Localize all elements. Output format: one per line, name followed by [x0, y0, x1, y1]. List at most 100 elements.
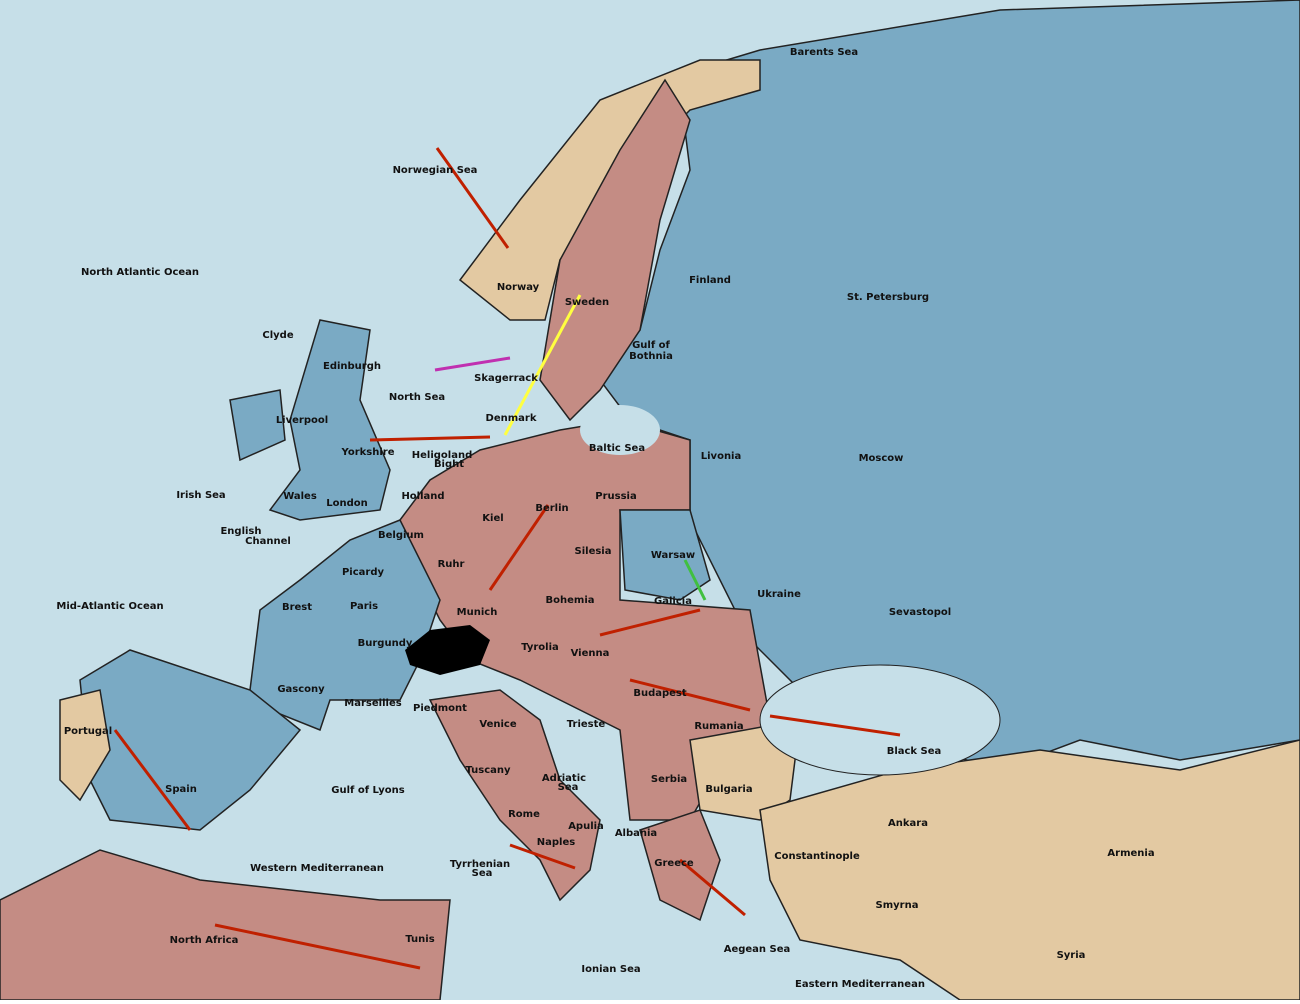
territory-label: Tuscany: [465, 765, 511, 776]
arrow: [113, 729, 192, 831]
territory-label: Syria: [1057, 950, 1086, 961]
territory-label: Clyde: [262, 330, 293, 341]
territory-label: Portugal: [64, 726, 112, 737]
territory-label: Tunis: [405, 934, 434, 945]
territory-label: Liverpool: [276, 415, 328, 426]
territory-label: Tyrolia: [521, 642, 559, 653]
territory-label: Ankara: [888, 818, 928, 829]
territory-label: Berlin: [535, 503, 568, 514]
territory-label: Burgundy: [358, 638, 413, 649]
territory-label: Piedmont: [413, 703, 467, 714]
territory-label: Yorkshire: [341, 447, 395, 458]
territory-label: Picardy: [342, 567, 385, 578]
territory-label: Galicia: [654, 596, 692, 607]
support-line: [503, 294, 582, 436]
territory-label: Ukraine: [757, 589, 801, 600]
territory-label: Sevastopol: [889, 607, 951, 618]
territory-label: Finland: [689, 275, 731, 286]
territory-label: Prussia: [595, 491, 636, 502]
territory-label: Adriatic: [542, 773, 586, 784]
territory-label: Moscow: [859, 453, 904, 464]
territory-label: Skagerrack: [474, 373, 538, 384]
ireland: [229, 389, 286, 462]
switzerland: [405, 625, 490, 675]
territory-label: Smyrna: [876, 900, 919, 911]
territory-label: Gascony: [277, 684, 325, 695]
baltic: [580, 405, 660, 455]
arrow: [769, 714, 901, 737]
territory-label: Paris: [350, 601, 378, 612]
territory-label: Munich: [457, 607, 498, 618]
territory-label: Serbia: [651, 774, 687, 785]
arrow: [629, 678, 751, 712]
territory-label: Norwegian Sea: [393, 165, 478, 176]
territory-label: Belgium: [378, 530, 424, 541]
territory-label: Western Mediterranean: [250, 863, 384, 874]
spain: [79, 649, 302, 831]
arrow: [679, 858, 746, 917]
arrow: [214, 923, 421, 970]
territory-label: Kiel: [482, 513, 503, 524]
territory-label: North Africa: [170, 935, 239, 946]
territory-label: Budapest: [633, 688, 687, 699]
labels: Barents Sea Norwegian Sea North Atlantic O…: [56, 47, 1154, 990]
territory-label: Silesia: [575, 546, 612, 557]
black-sea: [759, 664, 1001, 776]
arrow: [599, 608, 701, 637]
territory-label: Warsaw: [651, 550, 695, 561]
territory-label: Baltic Sea: [589, 443, 645, 454]
territory-label: Bohemia: [546, 595, 595, 606]
territory-label: Holland: [401, 491, 444, 502]
greece: [639, 809, 721, 922]
territory-label: Livonia: [701, 451, 741, 462]
territory-label: Bulgaria: [705, 784, 752, 795]
orders: [113, 147, 901, 970]
russia: [599, 0, 1300, 771]
territory-label: Brest: [282, 602, 312, 613]
territory-label: St. Petersburg: [847, 292, 929, 303]
territory-label: Sweden: [565, 297, 609, 308]
territory-label: Eastern Mediterranean: [795, 979, 925, 990]
territory-label: Bight: [434, 459, 464, 470]
territory-label: Heligoland: [412, 450, 473, 461]
italy: [428, 689, 601, 902]
portugal: [59, 689, 111, 802]
territory-label: Sea: [558, 782, 579, 793]
arrow: [509, 843, 576, 870]
territory-label: Wales: [283, 491, 317, 502]
territory-label: London: [326, 498, 368, 509]
turkey: [759, 739, 1300, 1001]
territory-label: Greece: [654, 858, 694, 869]
territory-label: Rome: [508, 809, 540, 820]
territory-label: Armenia: [1107, 848, 1154, 859]
territory-label: Vienna: [571, 648, 610, 659]
territory-label: Edinburgh: [323, 361, 381, 372]
territory-label: Ionian Sea: [581, 964, 640, 975]
territory-label: Gulf of: [632, 340, 670, 351]
territory-label: Denmark: [486, 413, 537, 424]
territory-label: Rumania: [694, 721, 743, 732]
arrow: [369, 435, 491, 442]
territory-label: Barents Sea: [790, 47, 858, 58]
britain: [268, 319, 391, 521]
territory-label: Gulf of Lyons: [331, 785, 404, 796]
convoy-line: [434, 356, 511, 372]
territory-label: Marseilles: [344, 698, 401, 709]
territory-label: North Sea: [389, 392, 445, 403]
territory-label: Naples: [537, 837, 575, 848]
territory-label: Norway: [497, 282, 540, 293]
territory-label: North Atlantic Ocean: [81, 267, 199, 278]
territory-label: Venice: [479, 719, 516, 730]
territory-label: Constantinople: [774, 851, 860, 862]
territory-label: Trieste: [567, 719, 606, 730]
territory-label: Ruhr: [438, 559, 465, 570]
arrow: [435, 147, 510, 249]
territory-label: Sea: [472, 868, 493, 879]
territory-label: Bothnia: [629, 351, 673, 362]
territory-label: Irish Sea: [176, 490, 225, 501]
arrow: [488, 504, 550, 591]
territory-label: English: [220, 526, 261, 537]
territory-label: Spain: [165, 784, 197, 795]
